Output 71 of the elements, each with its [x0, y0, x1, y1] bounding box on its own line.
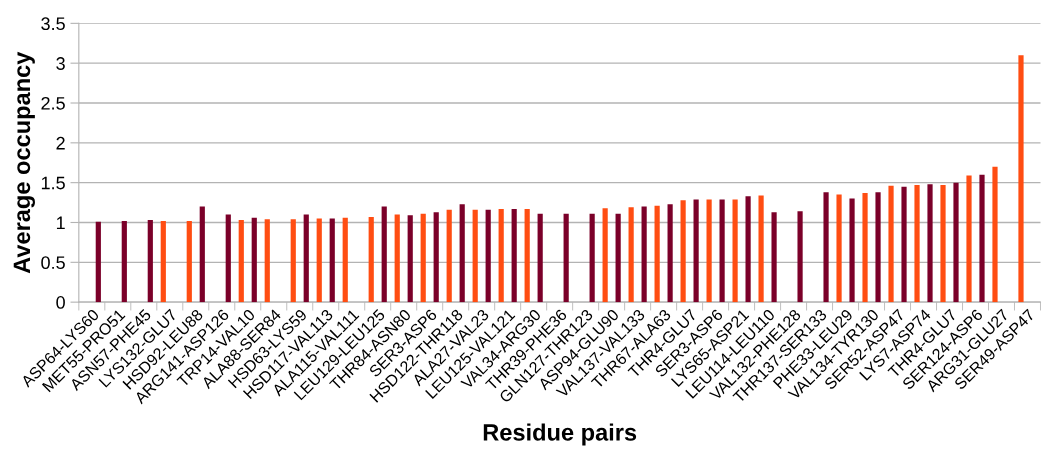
bar [667, 204, 673, 303]
y-tick-label: 2 [56, 136, 65, 150]
bar [524, 208, 530, 303]
bar [615, 213, 621, 303]
bar [758, 195, 764, 303]
bar [641, 206, 647, 303]
bar [381, 206, 387, 303]
y-tick-label: 0.5 [41, 256, 65, 270]
bar [121, 220, 127, 303]
bar [511, 208, 517, 303]
bar [251, 217, 257, 303]
bar [225, 214, 231, 303]
x-axis-title: Residue pairs [483, 423, 637, 446]
bar [940, 185, 946, 303]
bar [329, 218, 335, 303]
bar [823, 192, 829, 303]
bar [316, 218, 322, 303]
bar [147, 220, 153, 303]
bar [485, 209, 491, 303]
bar [771, 212, 777, 303]
y-tick-label: 3.5 [41, 17, 65, 31]
y-tick-label: 0 [56, 296, 65, 309]
y-tick-label: 1 [56, 216, 65, 230]
bar [927, 184, 933, 303]
bar [693, 199, 699, 303]
bar [303, 214, 309, 303]
bar [849, 198, 855, 303]
bar [420, 213, 426, 303]
bar [537, 213, 543, 303]
bar [433, 212, 439, 303]
bar [160, 220, 166, 303]
bar [563, 213, 569, 303]
bar [914, 185, 920, 303]
bar [836, 194, 842, 303]
y-tick-label: 3 [56, 57, 65, 70]
bar [238, 220, 244, 303]
bar [732, 199, 738, 303]
y-tick-label: 2.5 [41, 96, 65, 110]
bar [368, 216, 374, 303]
bar [901, 186, 907, 303]
bar [888, 185, 894, 303]
y-tick-label: 1.5 [41, 176, 65, 190]
bar [472, 209, 478, 303]
bar [186, 220, 192, 303]
bar [589, 213, 595, 303]
bar [628, 207, 634, 303]
bar [862, 193, 868, 303]
bar [602, 208, 608, 303]
bar [953, 182, 959, 303]
bar [264, 219, 270, 303]
bar [680, 200, 686, 303]
bar [498, 208, 504, 303]
bar [446, 209, 452, 303]
bar [459, 204, 465, 303]
bar [342, 217, 348, 303]
bar [1018, 55, 1024, 303]
bar [199, 206, 205, 303]
bar [719, 199, 725, 303]
bar [875, 192, 881, 303]
bar [394, 214, 400, 303]
bar [745, 196, 751, 303]
bar [290, 219, 296, 303]
bar [966, 175, 972, 303]
bar [407, 215, 413, 303]
bar [95, 221, 101, 303]
bar [979, 174, 985, 303]
bar [654, 205, 660, 303]
bar [797, 211, 803, 303]
y-axis-title: Average occupancy [13, 51, 35, 274]
bar [992, 166, 998, 303]
bar [706, 199, 712, 303]
